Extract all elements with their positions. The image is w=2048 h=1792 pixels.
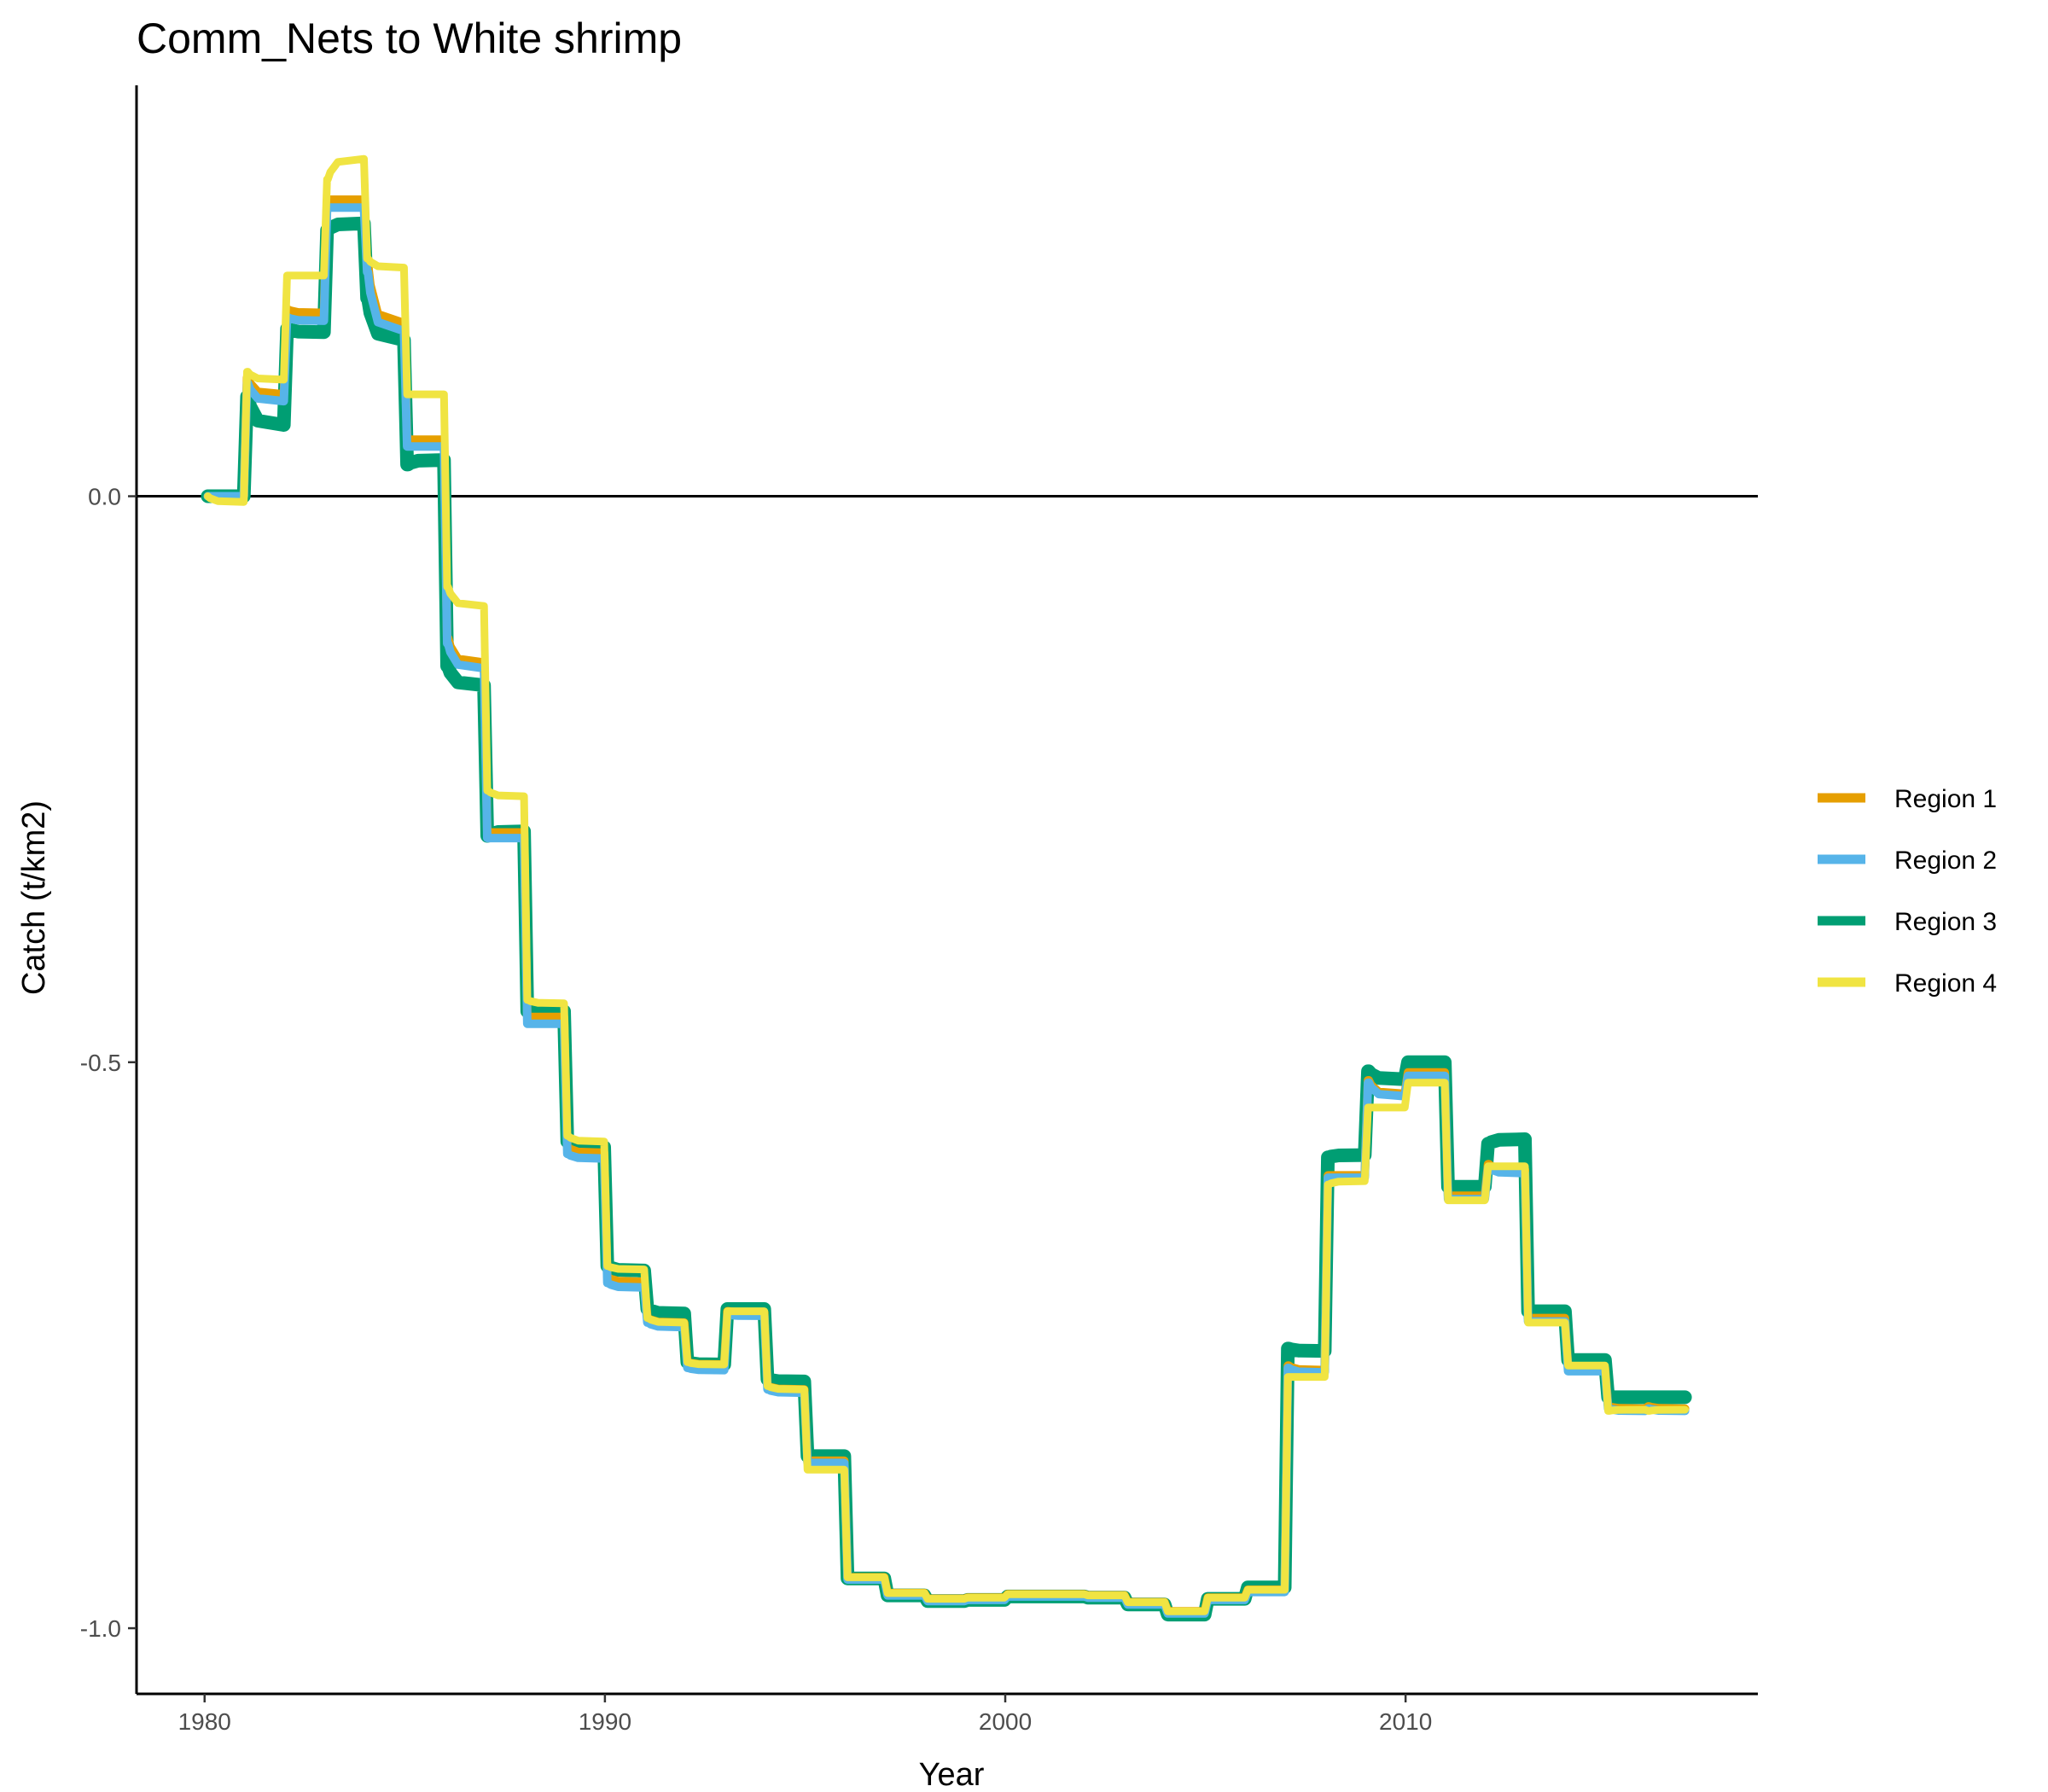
y-tick-label: -1.0 (80, 1615, 121, 1642)
y-axis-ticks: -1.0 -0.5 0.0 (80, 484, 137, 1642)
y-tick-label: -0.5 (80, 1050, 121, 1076)
x-tick-label: 1990 (579, 1708, 631, 1735)
series-group (201, 154, 1692, 1622)
x-axis-title: Year (919, 1757, 985, 1792)
x-tick-label: 1980 (178, 1708, 231, 1735)
legend-label-region-3: Region 3 (1894, 908, 1997, 936)
plot-area (135, 85, 1758, 1696)
legend: Region 1 Region 2 Region 3 Region 4 (1818, 785, 1997, 998)
x-tick-label: 2000 (979, 1708, 1032, 1735)
legend-label-region-4: Region 4 (1894, 969, 1997, 998)
x-tick-label: 2010 (1379, 1708, 1432, 1735)
chart-title: Comm_Nets to White shrimp (137, 15, 682, 62)
legend-label-region-1: Region 1 (1894, 785, 1997, 813)
legend-label-region-2: Region 2 (1894, 847, 1997, 875)
series-line-region-4 (204, 154, 1690, 1615)
y-axis-title: Catch (t/km2) (16, 800, 52, 995)
y-tick-label: 0.0 (88, 484, 121, 510)
x-axis-ticks: 1980 1990 2000 2010 (178, 1694, 1432, 1735)
